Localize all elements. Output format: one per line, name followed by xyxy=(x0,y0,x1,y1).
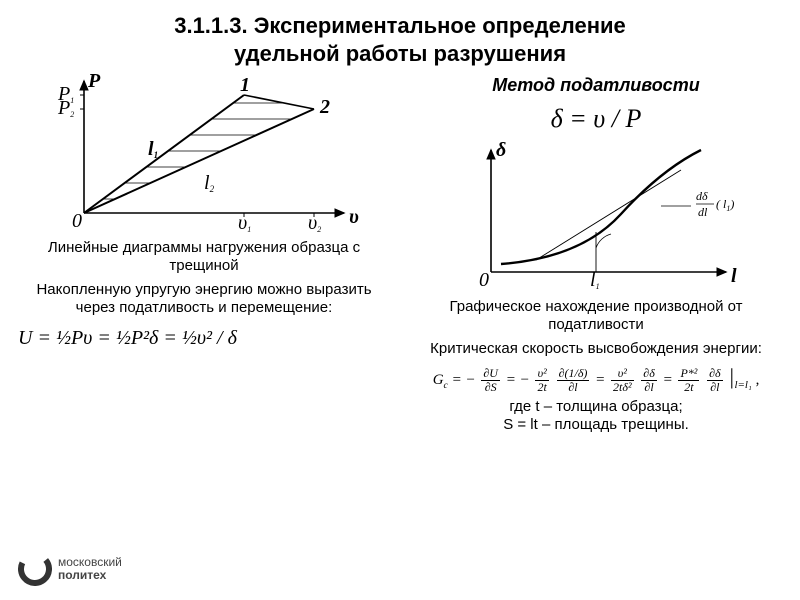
svg-text:l2: l2 xyxy=(204,172,215,194)
crit-text: Критическая скорость высвобождения энерг… xyxy=(410,340,782,358)
page-title: 3.1.1.3. Экспериментальное определение у… xyxy=(18,12,782,67)
logo-icon xyxy=(18,552,52,586)
title-line2: удельной работы разрушения xyxy=(234,41,566,66)
svg-text:δ: δ xyxy=(496,142,506,161)
svg-text:1: 1 xyxy=(240,74,250,96)
svg-text:2: 2 xyxy=(319,96,330,118)
svg-text:υ1: υ1 xyxy=(238,212,251,233)
svg-text:dδ: dδ xyxy=(696,189,708,203)
svg-text:( l1): ( l1) xyxy=(716,197,734,213)
right-caption: Графическое нахождение производной от по… xyxy=(410,298,782,334)
where-1: где t – толщина образца; xyxy=(509,398,682,415)
university-logo: московский политех xyxy=(18,552,122,586)
logo-text-2: политех xyxy=(58,569,122,582)
svg-text:0: 0 xyxy=(72,210,82,232)
svg-text:υ: υ xyxy=(349,206,359,228)
left-text: Накопленную упругую энергию можно вырази… xyxy=(18,281,390,317)
left-column: 0 υ P xyxy=(18,73,400,435)
svg-text:l: l xyxy=(731,265,737,287)
formula-delta: δ = υ / P xyxy=(410,104,782,134)
svg-text:l1: l1 xyxy=(148,138,158,160)
formula-gc: Gc = − ∂U∂S = − υ²2t ∂(1/δ)∂l = υ²2tδ² ∂… xyxy=(410,364,782,394)
title-line1: 3.1.1.3. Экспериментальное определение xyxy=(174,13,626,38)
where-text: где t – толщина образца; S = lt – площад… xyxy=(410,398,782,436)
formula-u: U = ½Pυ = ½P²δ = ½υ² / δ xyxy=(18,327,390,350)
svg-text:dl: dl xyxy=(698,205,708,219)
svg-text:P: P xyxy=(87,73,101,92)
svg-text:υ2: υ2 xyxy=(308,212,321,233)
svg-text:0: 0 xyxy=(479,269,489,291)
right-column: Метод податливости δ = υ / P 0 l δ xyxy=(400,73,782,435)
chart-loading-diagram: 0 υ P xyxy=(18,73,390,233)
left-caption: Линейные диаграммы нагружения образца с … xyxy=(18,239,390,275)
where-2: S = lt – площадь трещины. xyxy=(503,416,689,433)
method-subtitle: Метод податливости xyxy=(410,75,782,96)
chart-compliance-derivative: 0 l δ l1 dδ dl ( l1) xyxy=(410,142,782,292)
